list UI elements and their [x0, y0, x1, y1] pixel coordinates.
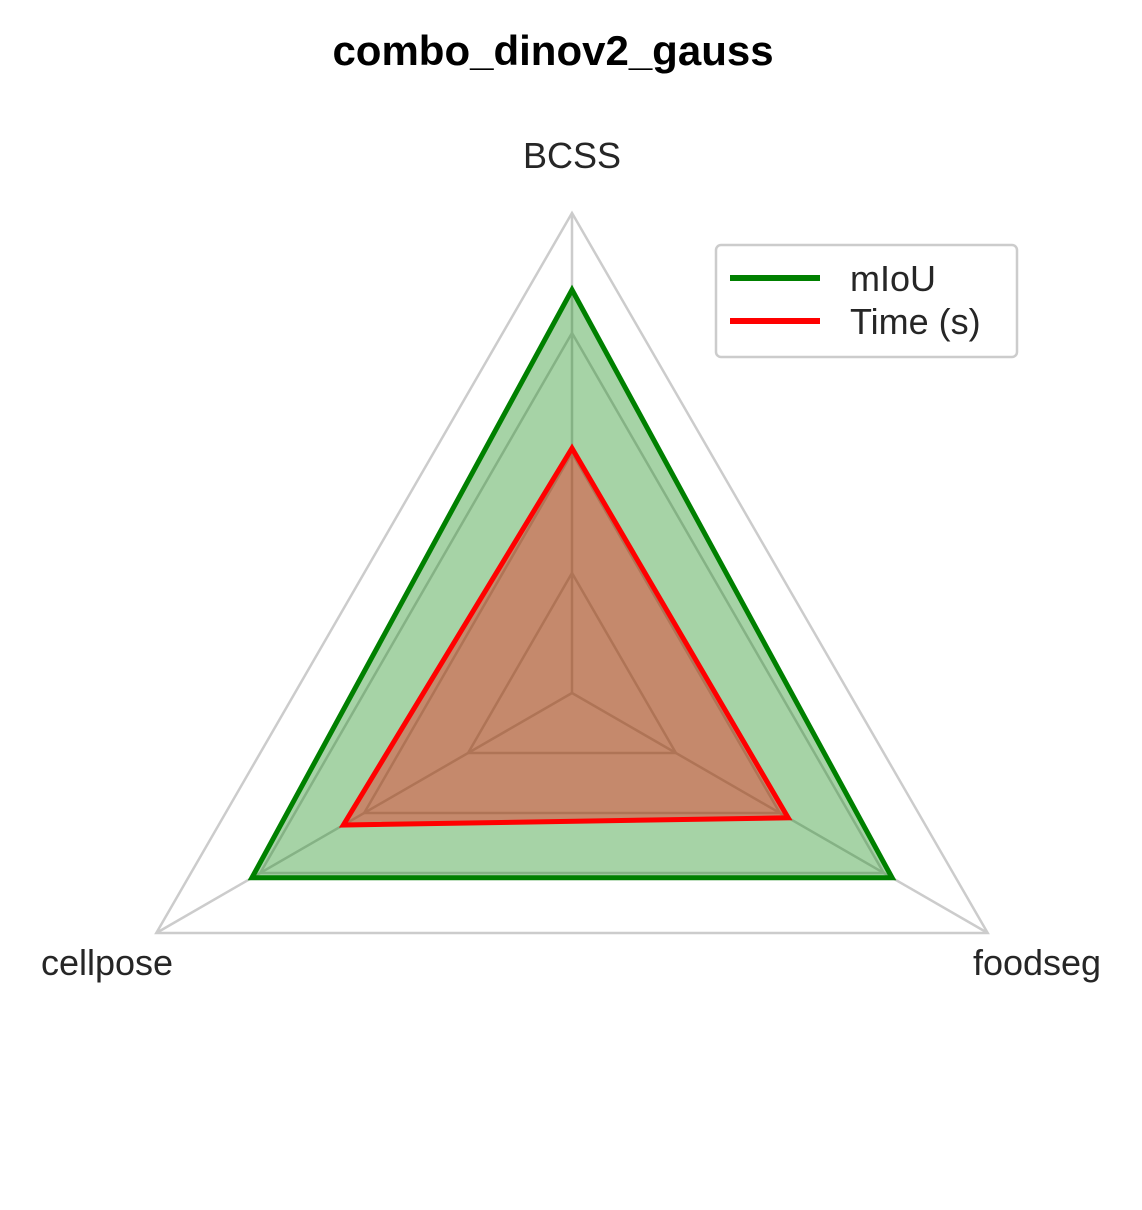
grid-ring-3 [258, 330, 886, 875]
series-line-2 [338, 443, 793, 828]
legend-frame [714, 243, 1019, 359]
legend-label-2: Time (s) [850, 301, 981, 342]
series-line-1 [247, 284, 897, 881]
grid-ring-2 [361, 450, 783, 815]
axis-label-foodseg: foodseg [973, 942, 1101, 983]
grid-ring-4 [154, 210, 990, 935]
chart-title: combo_dinov2_gauss [332, 27, 773, 74]
radar-axis-labels: BCSS cellpose foodseg [41, 135, 1101, 983]
axis-label-cellpose: cellpose [41, 942, 173, 983]
legend-label-1: mIoU [850, 258, 936, 299]
series-fill-1 [251, 289, 893, 878]
grid-spoke-3 [155, 691, 573, 935]
radar-series-layer [247, 284, 897, 881]
axis-label-bcss: BCSS [523, 135, 621, 176]
grid-spoke-2 [571, 691, 989, 935]
series-fill-2 [343, 448, 789, 825]
grid-ring-1 [465, 570, 679, 755]
